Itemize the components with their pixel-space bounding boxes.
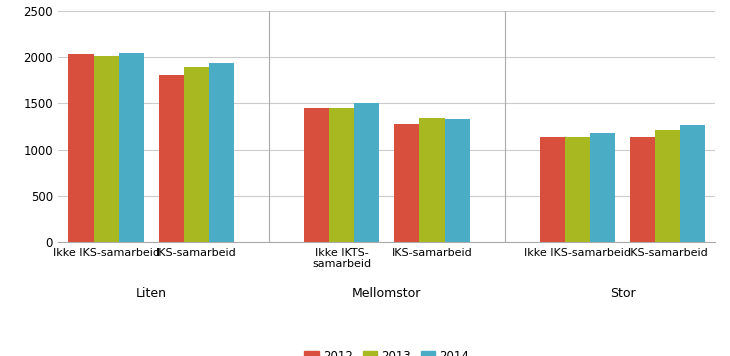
Bar <box>445 119 469 242</box>
Bar <box>420 118 445 242</box>
Bar <box>329 108 354 242</box>
Bar <box>118 53 144 242</box>
Bar <box>184 67 209 242</box>
Bar <box>354 103 380 242</box>
Legend: 2012, 2013, 2014: 2012, 2013, 2014 <box>299 345 474 356</box>
Text: Mellomstor: Mellomstor <box>352 287 422 299</box>
Bar <box>680 125 705 242</box>
Bar <box>304 108 329 242</box>
Bar <box>209 63 234 242</box>
Text: Liten: Liten <box>136 287 166 299</box>
Bar <box>158 75 184 242</box>
Bar <box>69 54 93 242</box>
Bar <box>656 130 680 242</box>
Text: Stor: Stor <box>610 287 635 299</box>
Bar <box>394 124 420 242</box>
Bar <box>540 137 565 242</box>
Bar <box>590 134 615 242</box>
Bar <box>565 137 590 242</box>
Bar <box>93 56 118 242</box>
Bar <box>630 137 656 242</box>
